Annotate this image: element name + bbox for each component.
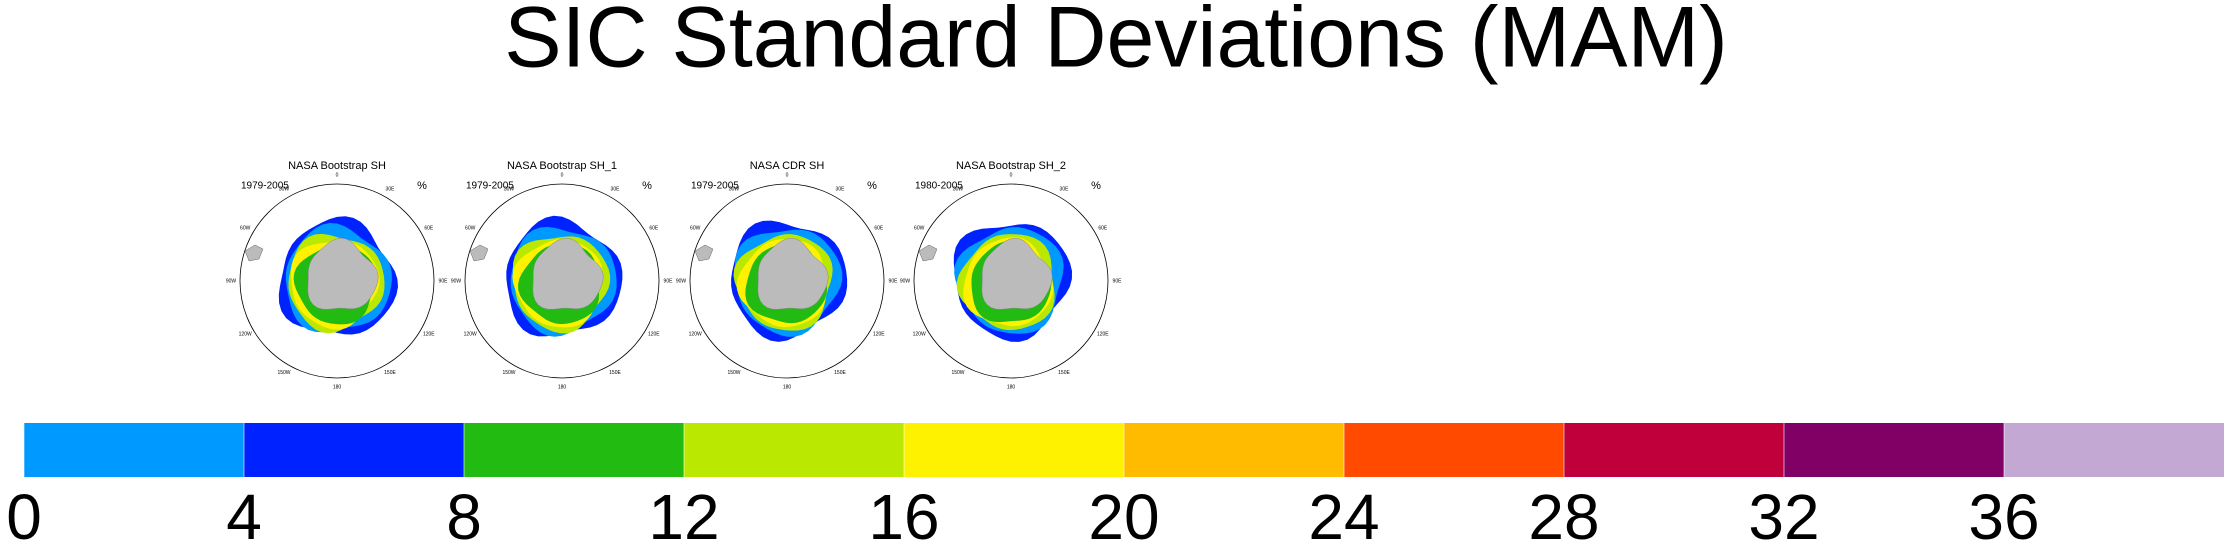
panel-units: % [417,180,427,192]
longitude-label: 0 [786,172,789,178]
longitude-label: 120E [873,331,885,337]
south-america [694,244,714,262]
colorbar-tick-label: 36 [1968,481,2039,552]
panel-title: NASA CDR SH [750,160,825,172]
map-boundary [689,183,885,379]
map-boundary [913,183,1109,379]
colorbar-tick-label: 8 [446,481,482,552]
colorbar-segment [24,423,244,477]
colorbar-tick-label: 28 [1528,481,1599,552]
panel-title: NASA Bootstrap SH_2 [956,160,1066,172]
colorbar-tick-label: 16 [868,481,939,552]
longitude-label: 90E [439,278,449,284]
panel-title: NASA Bootstrap SH_1 [507,160,617,172]
longitude-label: 120W [689,331,702,337]
longitude-label: 150W [502,370,515,376]
colorbar-segment [1564,423,1784,477]
longitude-label: 90E [889,278,899,284]
longitude-label: 90W [900,278,911,284]
colorbar-segment [464,423,684,477]
longitude-label: 30E [1060,187,1070,193]
longitude-label: 60E [1098,225,1108,231]
longitude-label: 60E [874,225,884,231]
colorbar-segment [244,423,464,477]
longitude-label: 150W [727,370,740,376]
longitude-label: 90E [664,278,674,284]
colorbar-tick-label: 20 [1088,481,1159,552]
longitude-label: 30W [729,187,740,193]
longitude-label: 90W [226,278,237,284]
longitude-label: 150W [951,370,964,376]
longitude-label: 120E [423,331,435,337]
panel-units: % [1091,180,1101,192]
longitude-label: 60W [690,225,701,231]
colorbar-segment [684,423,904,477]
colorbar-tick-label: 4 [226,481,262,552]
south-america [469,244,489,262]
longitude-label: 120W [239,331,252,337]
longitude-label: 180 [783,384,792,390]
longitude-label: 120E [1097,331,1109,337]
panel-period: 1980-2005 [915,181,963,192]
longitude-label: 150W [277,370,290,376]
colorbar-tick-label: 0 [6,481,42,552]
longitude-label: 0 [1010,172,1013,178]
longitude-label: 150E [834,370,846,376]
panel-period: 1979-2005 [241,181,289,192]
colorbar-segment [2004,423,2224,477]
antarctica [757,237,829,310]
figure-title: SIC Standard Deviations (MAM) [504,0,1728,86]
longitude-label: 180 [558,384,567,390]
longitude-label: 150E [1058,370,1070,376]
colorbar-tick-label: 32 [1748,481,1819,552]
panel-period: 1979-2005 [691,181,739,192]
panel-units: % [642,180,652,192]
longitude-label: 60E [424,225,434,231]
antarctica [981,237,1053,310]
map-panel: NASA CDR SH 1979-2005 % 0 30E 60E 90E 120E 150E 1… [676,160,898,390]
longitude-label: 30W [504,187,515,193]
longitude-label: 30W [279,187,290,193]
colorbar-segment [904,423,1124,477]
longitude-label: 0 [561,172,564,178]
longitude-label: 120W [913,331,926,337]
longitude-label: 150E [384,370,396,376]
longitude-label: 0 [336,172,339,178]
antarctica [307,237,379,310]
longitude-label: 30W [953,187,964,193]
south-america [244,244,264,262]
colorbar-segment [1124,423,1344,477]
longitude-label: 30E [386,187,396,193]
panel-units: % [867,180,877,192]
longitude-label: 90E [1113,278,1123,284]
longitude-label: 30E [611,187,621,193]
colorbar-segment [1784,423,2004,477]
panel-period: 1979-2005 [466,181,514,192]
longitude-label: 180 [1007,384,1016,390]
longitude-label: 60W [914,225,925,231]
panel-title: NASA Bootstrap SH [288,160,386,172]
map-panel: NASA Bootstrap SH 1979-2005 % 0 30E 60E 90E 120… [226,160,448,390]
antarctica [532,237,604,310]
longitude-label: 90W [451,278,462,284]
longitude-label: 90W [676,278,687,284]
longitude-label: 30E [836,187,846,193]
south-america [918,244,938,262]
map-boundary [464,183,660,379]
colorbar-tick-label: 24 [1308,481,1379,552]
longitude-label: 150E [609,370,621,376]
map-panel: NASA Bootstrap SH_2 1980-2005 % 0 30E 60E 90E 1… [900,160,1122,390]
map-panel: NASA Bootstrap SH_1 1979-2005 % 0 30E 60E 90E 1… [451,160,673,390]
longitude-label: 60W [240,225,251,231]
colorbar-tick-label: 12 [648,481,719,552]
longitude-label: 180 [333,384,342,390]
colorbar-segment [1344,423,1564,477]
map-boundary [239,183,435,379]
longitude-label: 60W [465,225,476,231]
longitude-label: 120E [648,331,660,337]
longitude-label: 60E [649,225,659,231]
longitude-label: 120W [464,331,477,337]
